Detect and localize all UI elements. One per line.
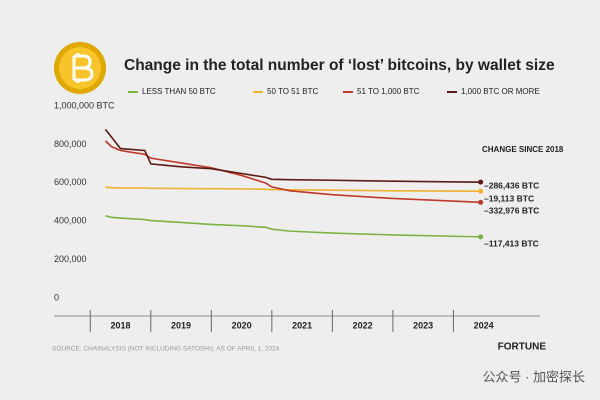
series-line xyxy=(104,128,481,183)
series-line xyxy=(105,186,481,192)
y-tick-label: 200,000 xyxy=(54,254,87,264)
x-tick-label: 2020 xyxy=(232,320,252,330)
brand: FORTUNE xyxy=(498,342,547,353)
y-tick-label: 400,000 xyxy=(54,216,87,226)
x-tick-label: 2021 xyxy=(292,320,312,330)
end-point xyxy=(478,234,484,240)
x-tick-label: 2022 xyxy=(353,320,373,330)
legend-label: 1,000 BTC OR MORE xyxy=(461,87,540,96)
legend-label: 51 TO 1,000 BTC xyxy=(357,87,420,96)
change-label: –117,413 BTC xyxy=(484,238,539,248)
change-label: –332,976 BTC xyxy=(484,205,539,215)
end-point xyxy=(478,179,484,185)
chart-title: Change in the total number of ‘lost’ bit… xyxy=(124,57,555,74)
y-tick-label: 0 xyxy=(54,292,59,302)
change-label: –286,436 BTC xyxy=(484,180,539,190)
end-point xyxy=(478,188,484,194)
series-line xyxy=(104,140,481,204)
source-note: SOURCE: CHAINALYSIS (NOT INCLUDING SATOS… xyxy=(52,346,280,353)
x-tick-label: 2019 xyxy=(171,320,191,330)
series-line xyxy=(105,214,481,238)
change-label: –19,113 BTC xyxy=(484,193,534,203)
legend-label: LESS THAN 50 BTC xyxy=(142,87,216,96)
x-tick-label: 2023 xyxy=(413,320,433,330)
y-tick-label: 800,000 xyxy=(54,139,87,149)
bitcoin-icon xyxy=(54,42,106,94)
watermark: 公众号 · 加密探长 xyxy=(482,369,585,384)
x-tick-label: 2024 xyxy=(474,320,494,330)
y-tick-label: 600,000 xyxy=(54,177,87,187)
change-heading: CHANGE SINCE 2018 xyxy=(482,145,564,154)
x-tick-label: 2018 xyxy=(111,320,131,330)
end-point xyxy=(478,199,484,205)
legend-label: 50 TO 51 BTC xyxy=(267,87,319,96)
y-tick-label: 1,000,000 BTC xyxy=(54,100,115,110)
